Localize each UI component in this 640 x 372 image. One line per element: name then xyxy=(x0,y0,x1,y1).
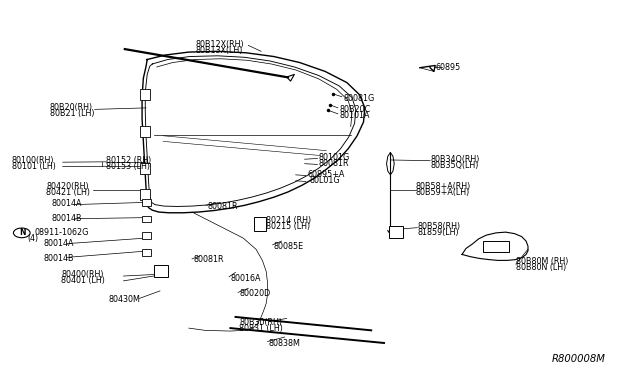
Text: 60895: 60895 xyxy=(435,63,460,72)
Text: (4): (4) xyxy=(27,234,38,243)
Text: 80B59+A(LH): 80B59+A(LH) xyxy=(416,188,470,197)
Text: 80101A: 80101A xyxy=(339,111,370,120)
Text: 80100(RH): 80100(RH) xyxy=(12,156,54,165)
Bar xyxy=(142,216,151,222)
Text: 80B20C: 80B20C xyxy=(339,105,371,114)
Text: 80016A: 80016A xyxy=(230,274,261,283)
Text: 80081R: 80081R xyxy=(208,202,239,211)
Text: 80430M: 80430M xyxy=(109,295,141,304)
Text: 80B80M (RH): 80B80M (RH) xyxy=(516,257,568,266)
Text: 60895+A: 60895+A xyxy=(307,170,344,179)
Text: 80B12X(RH): 80B12X(RH) xyxy=(195,40,244,49)
Text: 08911-1062G: 08911-1062G xyxy=(35,228,89,237)
Text: 80B20(RH): 80B20(RH) xyxy=(50,103,93,112)
Bar xyxy=(140,189,150,200)
Text: 80400(RH): 80400(RH) xyxy=(61,270,104,279)
Text: 80401 (LH): 80401 (LH) xyxy=(61,276,106,285)
Bar xyxy=(142,232,151,239)
Bar xyxy=(483,241,509,252)
Text: 80014A: 80014A xyxy=(44,239,74,248)
Bar xyxy=(140,89,150,100)
Text: 80B30(RH): 80B30(RH) xyxy=(239,318,282,327)
Text: 80421 (LH): 80421 (LH) xyxy=(46,188,90,197)
Text: 80153 (LH): 80153 (LH) xyxy=(106,162,150,171)
Text: 80020D: 80020D xyxy=(239,289,271,298)
Text: 80152 (RH): 80152 (RH) xyxy=(106,156,151,165)
Text: 80014B: 80014B xyxy=(44,254,74,263)
Text: 80014A: 80014A xyxy=(51,199,82,208)
Text: 80B13X(LH): 80B13X(LH) xyxy=(195,46,243,55)
Bar xyxy=(142,249,151,256)
Bar xyxy=(254,217,266,231)
Text: 80081G: 80081G xyxy=(343,94,374,103)
Text: 80B80N (LH): 80B80N (LH) xyxy=(516,263,566,272)
Bar xyxy=(140,163,150,174)
Text: 80081R: 80081R xyxy=(319,159,349,168)
Text: 80420(RH): 80420(RH) xyxy=(46,182,89,191)
Bar xyxy=(140,126,150,137)
Bar xyxy=(389,226,403,238)
Text: 80214 (RH): 80214 (RH) xyxy=(266,217,311,225)
Text: 80014B: 80014B xyxy=(51,214,82,223)
Text: 80831 (LH): 80831 (LH) xyxy=(239,324,284,333)
Text: 80B35Q(LH): 80B35Q(LH) xyxy=(430,161,479,170)
Text: 80081R: 80081R xyxy=(193,255,224,264)
Text: 80B21 (LH): 80B21 (LH) xyxy=(50,109,95,118)
Text: 80B34Q(RH): 80B34Q(RH) xyxy=(430,155,479,164)
Bar xyxy=(154,265,168,277)
Text: 80101 (LH): 80101 (LH) xyxy=(12,162,56,171)
Text: R800008M: R800008M xyxy=(552,355,605,364)
Text: 80101G: 80101G xyxy=(319,153,350,162)
Text: 80838M: 80838M xyxy=(269,339,301,348)
Text: 80B58(RH): 80B58(RH) xyxy=(417,222,460,231)
Text: 80215 (LH): 80215 (LH) xyxy=(266,222,310,231)
Text: 80085E: 80085E xyxy=(274,242,304,251)
Text: 81859(LH): 81859(LH) xyxy=(417,228,459,237)
Text: 80B58+A(RH): 80B58+A(RH) xyxy=(416,182,471,191)
Bar xyxy=(142,199,151,206)
Text: N: N xyxy=(19,228,26,237)
Text: 80L01G: 80L01G xyxy=(309,176,340,185)
